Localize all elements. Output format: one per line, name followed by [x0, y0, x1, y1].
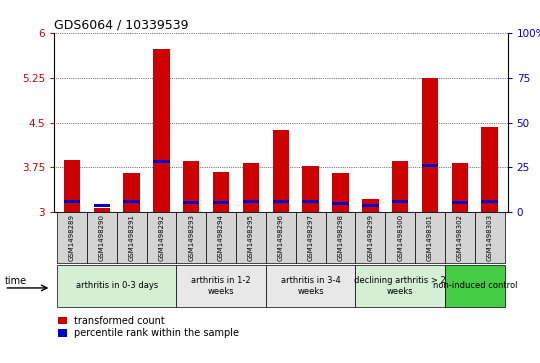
Text: GSM1498297: GSM1498297	[308, 214, 314, 261]
Bar	[355, 265, 445, 307]
Bar	[482, 127, 498, 212]
Bar	[64, 160, 80, 212]
Bar	[153, 49, 170, 212]
Text: declining arthritis > 2
weeks: declining arthritis > 2 weeks	[354, 276, 446, 295]
Bar	[362, 204, 379, 207]
Bar	[243, 163, 259, 212]
Text: GSM1498302: GSM1498302	[457, 214, 463, 261]
Bar	[445, 265, 504, 307]
Bar	[177, 212, 206, 263]
Text: GSM1498299: GSM1498299	[367, 214, 373, 261]
Bar	[266, 265, 355, 307]
Legend: transformed count, percentile rank within the sample: transformed count, percentile rank withi…	[54, 312, 244, 342]
Bar	[183, 200, 199, 204]
Bar	[475, 212, 504, 263]
Text: non-induced control: non-induced control	[433, 281, 517, 290]
Bar	[243, 200, 259, 203]
Bar	[273, 130, 289, 212]
Bar	[87, 212, 117, 263]
Bar	[302, 166, 319, 212]
Bar	[392, 200, 408, 203]
Bar	[183, 162, 199, 212]
Bar	[206, 212, 236, 263]
Text: GSM1498298: GSM1498298	[338, 214, 343, 261]
Text: GSM1498296: GSM1498296	[278, 214, 284, 261]
Bar	[123, 200, 140, 203]
Bar	[451, 163, 468, 212]
Bar	[57, 212, 87, 263]
Text: GSM1498301: GSM1498301	[427, 214, 433, 261]
Bar	[236, 212, 266, 263]
Text: arthritis in 1-2
weeks: arthritis in 1-2 weeks	[191, 276, 251, 295]
Text: GSM1498294: GSM1498294	[218, 214, 224, 261]
Bar	[482, 200, 498, 203]
Bar	[385, 212, 415, 263]
Bar	[332, 202, 349, 205]
Bar	[451, 200, 468, 204]
Text: GSM1498292: GSM1498292	[158, 214, 165, 261]
Bar	[362, 199, 379, 212]
Text: arthritis in 3-4
weeks: arthritis in 3-4 weeks	[281, 276, 341, 295]
Text: GSM1498300: GSM1498300	[397, 214, 403, 261]
Text: GSM1498303: GSM1498303	[487, 214, 492, 261]
Bar	[93, 204, 110, 207]
Bar	[93, 208, 110, 212]
Bar	[296, 212, 326, 263]
Text: GSM1498289: GSM1498289	[69, 214, 75, 261]
Text: GSM1498293: GSM1498293	[188, 214, 194, 261]
Bar	[123, 174, 140, 212]
Text: GDS6064 / 10339539: GDS6064 / 10339539	[54, 19, 188, 32]
Bar	[266, 212, 296, 263]
Bar	[422, 78, 438, 212]
Bar	[326, 212, 355, 263]
Bar	[422, 164, 438, 167]
Text: arthritis in 0-3 days: arthritis in 0-3 days	[76, 281, 158, 290]
Bar	[64, 200, 80, 203]
Bar	[445, 212, 475, 263]
Text: time: time	[4, 276, 26, 286]
Bar	[177, 265, 266, 307]
Bar	[213, 200, 230, 204]
Bar	[146, 212, 177, 263]
Bar	[273, 200, 289, 203]
Bar	[332, 174, 349, 212]
Text: GSM1498295: GSM1498295	[248, 214, 254, 261]
Text: GSM1498291: GSM1498291	[129, 214, 134, 261]
Bar	[302, 200, 319, 203]
Bar	[213, 172, 230, 212]
Bar	[153, 160, 170, 163]
Text: GSM1498290: GSM1498290	[99, 214, 105, 261]
Bar	[415, 212, 445, 263]
Bar	[392, 162, 408, 212]
Bar	[57, 265, 177, 307]
Bar	[355, 212, 385, 263]
Bar	[117, 212, 146, 263]
